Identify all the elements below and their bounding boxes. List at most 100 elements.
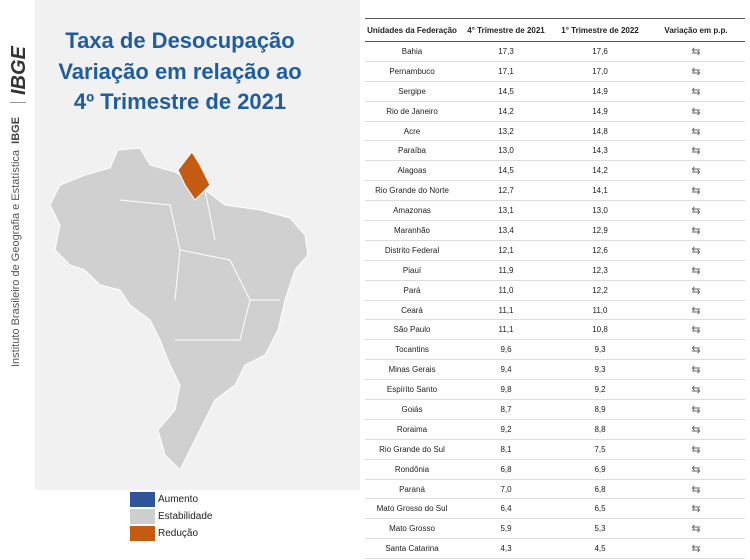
table-row: Minas Gerais 9,4 9,3 ⇆ [365, 359, 745, 381]
cell: 5,3 [553, 518, 647, 540]
stable-icon: ⇆ [691, 503, 701, 516]
cell: Rio de Janeiro [365, 101, 459, 122]
cell: Roraima [365, 419, 459, 440]
cell: 14,2 [553, 558, 647, 560]
table-row: Amazonas 13,1 13,0 ⇆ [365, 200, 745, 222]
cell: Santa Catarina [365, 538, 459, 560]
variation-cell: ⇆ [647, 260, 745, 281]
stable-icon: ⇆ [691, 443, 701, 456]
column-header: 1° Trimestre de 2022 [553, 18, 647, 42]
table-row: Mato Grosso do Sul 6,4 6,5 ⇆ [365, 498, 745, 520]
cell: Paraíba [365, 140, 459, 162]
cell: Maranhão [365, 220, 459, 241]
stable-icon: ⇆ [691, 85, 701, 98]
cell: Sergipe [365, 81, 459, 102]
variation-cell: -3,3↓ [647, 558, 745, 560]
variation-cell: ⇆ [647, 419, 745, 440]
cell: 8,7 [459, 399, 553, 420]
legend-swatch [130, 509, 155, 524]
stable-icon: ⇆ [691, 423, 701, 436]
cell: Rio Grande do Sul [365, 439, 459, 460]
stable-icon: ⇆ [691, 145, 701, 158]
table-row: Bahia 17,3 17,6 ⇆ [365, 41, 745, 62]
stable-icon: ⇆ [691, 105, 701, 118]
cell: 14,5 [459, 160, 553, 182]
cell: Amapá [365, 558, 459, 560]
cell: 12,6 [553, 240, 647, 261]
cell: 9,6 [459, 339, 553, 361]
variation-cell: ⇆ [647, 160, 745, 182]
cell: 11,1 [459, 300, 553, 321]
variation-cell: ⇆ [647, 140, 745, 162]
table-row: Ceará 11,1 11,0 ⇆ [365, 300, 745, 321]
legend-swatch [130, 526, 155, 541]
stable-icon: ⇆ [691, 304, 701, 317]
cell: 6,4 [459, 498, 553, 520]
cell: Distrito Federal [365, 240, 459, 261]
stable-icon: ⇆ [691, 364, 701, 377]
cell: 11,9 [459, 260, 553, 281]
cell: 9,3 [553, 339, 647, 361]
table-row: Acre 13,2 14,8 ⇆ [365, 121, 745, 142]
cell: 13,4 [459, 220, 553, 241]
cell: 9,2 [553, 379, 647, 401]
cell: 4,5 [553, 538, 647, 560]
cell: 17,6 [553, 41, 647, 62]
table-row: Amapá17,514,2-3,3↓ [365, 558, 745, 560]
table-body: Bahia 17,3 17,6 ⇆ Pernambuco 17,1 17,0 ⇆ Sergipe… [365, 41, 745, 560]
brazil [49, 147, 309, 471]
variation-cell: ⇆ [647, 399, 745, 420]
cell: 14,9 [553, 81, 647, 102]
table-row: Rondônia 6,8 6,9 ⇆ [365, 459, 745, 480]
legend-label: Redução [158, 528, 199, 539]
legend-label: Estabilidade [158, 511, 213, 522]
cell: 9,2 [459, 419, 553, 440]
stable-icon: ⇆ [691, 543, 701, 556]
table-row: Goiás 8,7 8,9 ⇆ [365, 399, 745, 420]
table-row: Espírito Santo 9,8 9,2 ⇆ [365, 379, 745, 401]
cell: Bahia [365, 41, 459, 62]
cell: 11,0 [459, 280, 553, 301]
cell: Pará [365, 280, 459, 301]
cell: 6,5 [553, 498, 647, 520]
cell: 8,9 [553, 399, 647, 420]
cell: 6,8 [459, 459, 553, 480]
cell: São Paulo [365, 319, 459, 341]
cell: 12,3 [553, 260, 647, 281]
cell: 17,3 [459, 41, 553, 62]
cell: 17,0 [553, 61, 647, 82]
cell: 13,0 [553, 200, 647, 222]
column-header: Unidades da Federação [365, 18, 459, 42]
cell: 14,2 [459, 101, 553, 122]
variation-cell: ⇆ [647, 240, 745, 261]
stable-icon: ⇆ [691, 264, 701, 277]
variation-cell: ⇆ [647, 479, 745, 500]
table-row: Alagoas 14,5 14,2 ⇆ [365, 160, 745, 182]
stable-icon: ⇆ [691, 185, 701, 198]
variation-cell: ⇆ [647, 538, 745, 560]
cell: 9,8 [459, 379, 553, 401]
cell: 7,5 [553, 439, 647, 460]
cell: Minas Gerais [365, 359, 459, 381]
header-row: Unidades da Federação 4° Trimestre de 202… [365, 18, 745, 42]
cell: 14,5 [459, 81, 553, 102]
stable-icon: ⇆ [691, 224, 701, 237]
cell: 10,8 [553, 319, 647, 341]
table-row: Mato Grosso 5,9 5,3 ⇆ [365, 518, 745, 540]
cell: 9,4 [459, 359, 553, 381]
cell: 14,1 [553, 180, 647, 202]
cell: Piauí [365, 260, 459, 281]
legend-label: Aumento [158, 494, 199, 505]
variation-cell: ⇆ [647, 180, 745, 202]
cell: Paraná [365, 479, 459, 500]
cell: Espírito Santo [365, 379, 459, 401]
stable-icon: ⇆ [691, 165, 701, 178]
cell: Tocantins [365, 339, 459, 361]
variation-cell: ⇆ [647, 61, 745, 82]
cell: Mato Grosso [365, 518, 459, 540]
cell: 7,0 [459, 479, 553, 500]
table-row: Pernambuco 17,1 17,0 ⇆ [365, 61, 745, 82]
cell: 12,9 [553, 220, 647, 241]
table-row: Piauí 11,9 12,3 ⇆ [365, 260, 745, 281]
